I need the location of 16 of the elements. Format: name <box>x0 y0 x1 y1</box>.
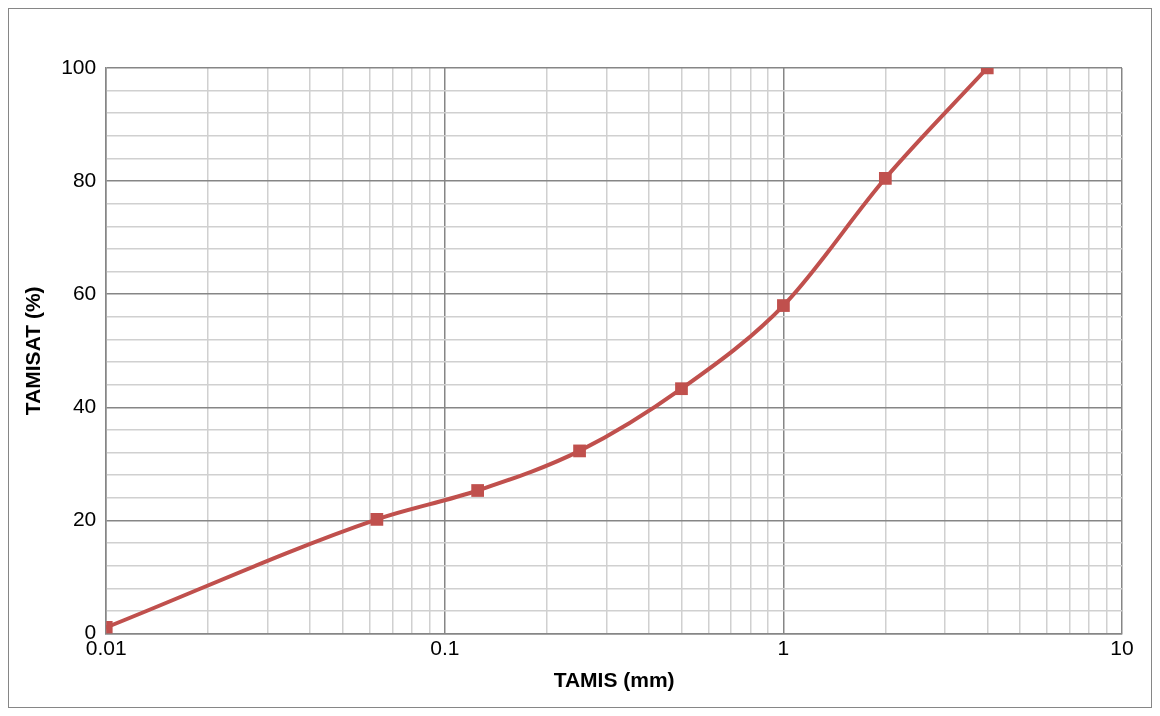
y-tick-label: 20 <box>72 507 97 531</box>
y-tick-label: 80 <box>72 167 97 191</box>
y-tick-label: 60 <box>72 281 97 305</box>
y-tick-label: 100 <box>61 54 97 78</box>
point <box>675 382 688 396</box>
x-tick-label: 1 <box>777 636 790 659</box>
point <box>878 171 892 185</box>
x-tick-label: 10 <box>1110 636 1134 659</box>
y-axis-title: TAMISAT (%) <box>21 286 45 416</box>
point <box>777 299 790 312</box>
point <box>471 484 484 497</box>
y-tick-label: 40 <box>72 394 97 418</box>
point <box>573 444 586 458</box>
x-axis-title: TAMIS (mm) <box>553 668 675 692</box>
point <box>370 512 384 526</box>
x-tick-label: 0.1 <box>430 636 460 659</box>
